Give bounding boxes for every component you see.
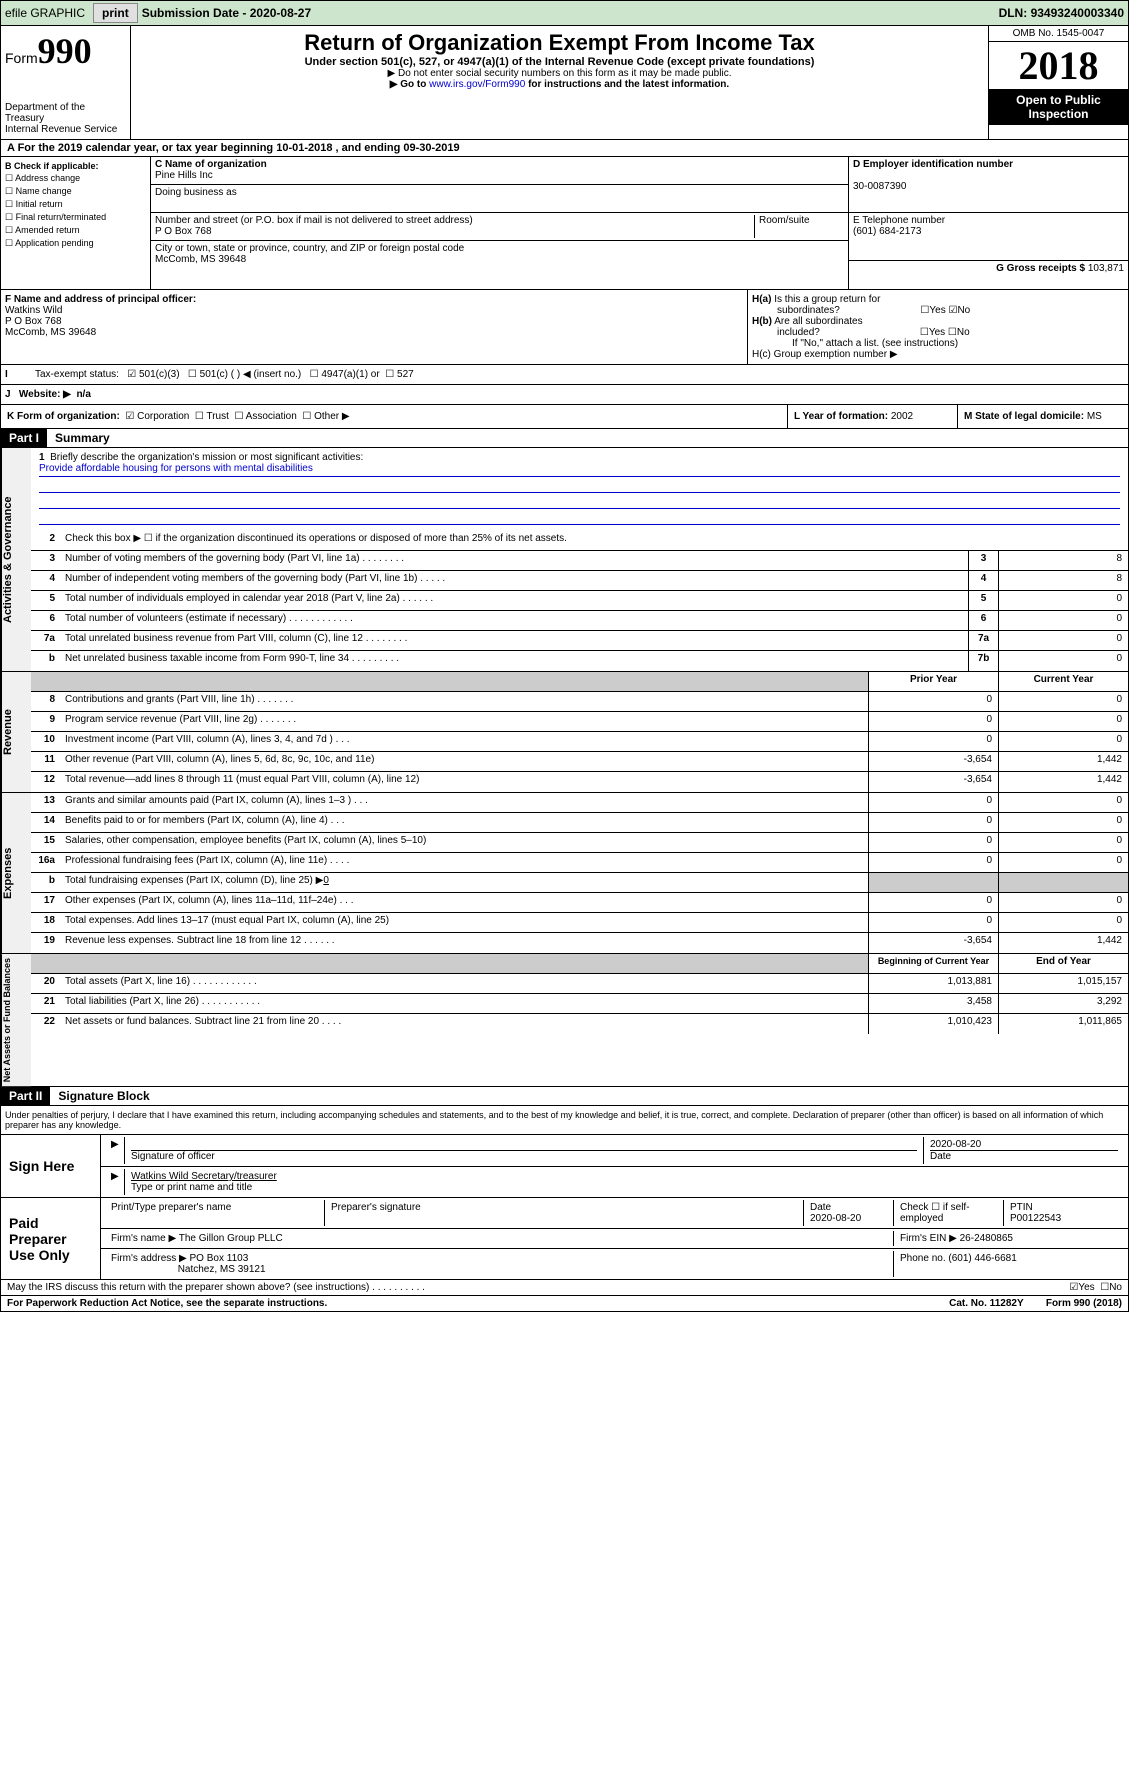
box-k-l-m: K Form of organization: ☑ Corporation ☐ …: [0, 405, 1129, 429]
block-f-h: F Name and address of principal officer:…: [0, 290, 1129, 365]
line-7a-value: 0: [998, 631, 1128, 650]
line-12-curr: 1,442: [998, 772, 1128, 792]
line-8-curr: 0: [998, 692, 1128, 711]
line-17-curr: 0: [998, 893, 1128, 912]
expenses-section: Expenses 13Grants and similar amounts pa…: [0, 793, 1129, 954]
org-name: Pine Hills Inc: [155, 170, 213, 181]
box-j: J Website: ▶ n/a: [0, 385, 1129, 405]
line-10-prior: 0: [868, 732, 998, 751]
line-9-curr: 0: [998, 712, 1128, 731]
line-19-curr: 1,442: [998, 933, 1128, 953]
ptin: P00122543: [1010, 1213, 1061, 1224]
irs-link[interactable]: www.irs.gov/Form990: [429, 79, 525, 90]
line-8-prior: 0: [868, 692, 998, 711]
firm-ein: 26-2480865: [960, 1233, 1013, 1244]
irs: Internal Revenue Service: [5, 124, 126, 135]
line-11-curr: 1,442: [998, 752, 1128, 771]
signature-block: Sign Here ▶Signature of officer2020-08-2…: [0, 1135, 1129, 1280]
gross-receipts: 103,871: [1088, 263, 1124, 274]
year-formation: 2002: [891, 411, 913, 422]
net-assets-section: Net Assets or Fund Balances Beginning of…: [0, 954, 1129, 1087]
org-city: McComb, MS 39648: [155, 254, 246, 265]
box-d-e-g: D Employer identification number30-00873…: [848, 157, 1128, 289]
firm-name: The Gillon Group PLLC: [179, 1233, 283, 1244]
line-15-prior: 0: [868, 833, 998, 852]
line-14-curr: 0: [998, 813, 1128, 832]
line-13-curr: 0: [998, 793, 1128, 812]
line-18-curr: 0: [998, 913, 1128, 932]
line-21-beg: 3,458: [868, 994, 998, 1013]
part-2-header: Part IISignature Block: [0, 1087, 1129, 1106]
line-15-curr: 0: [998, 833, 1128, 852]
line-19-prior: -3,654: [868, 933, 998, 953]
officer-name: Watkins Wild Secretary/treasurer: [131, 1171, 277, 1182]
telephone: (601) 684-2173: [853, 226, 921, 237]
prep-date: 2020-08-20: [810, 1213, 861, 1224]
box-i: I Tax-exempt status: ☑ 501(c)(3) ☐ 501(c…: [0, 365, 1129, 385]
submission-label: Submission Date - 2020-08-27: [142, 6, 311, 20]
box-f: F Name and address of principal officer:…: [1, 290, 748, 364]
line-20-end: 1,015,157: [998, 974, 1128, 993]
cat-no: Cat. No. 11282Y: [949, 1298, 1023, 1309]
line-11-prior: -3,654: [868, 752, 998, 771]
mission-text: Provide affordable housing for persons w…: [39, 463, 1120, 477]
subtitle-1: Under section 501(c), 527, or 4947(a)(1)…: [135, 56, 984, 68]
revenue-section: Revenue Prior YearCurrent Year 8Contribu…: [0, 672, 1129, 793]
line-13-prior: 0: [868, 793, 998, 812]
form-header: Form990 Department of the Treasury Inter…: [0, 26, 1129, 140]
line-17-prior: 0: [868, 893, 998, 912]
line-16a-prior: 0: [868, 853, 998, 872]
dln: DLN: 93493240003340: [999, 6, 1124, 20]
box-c: C Name of organizationPine Hills Inc Doi…: [151, 157, 848, 289]
line-14-prior: 0: [868, 813, 998, 832]
form-title: Return of Organization Exempt From Incom…: [135, 30, 984, 56]
line-22-end: 1,011,865: [998, 1014, 1128, 1034]
tax-period: A For the 2019 calendar year, or tax yea…: [0, 140, 1129, 157]
line-22-beg: 1,010,423: [868, 1014, 998, 1034]
subtitle-3: ▶ Go to www.irs.gov/Form990 for instruct…: [135, 79, 984, 90]
form-number: Form990: [5, 30, 126, 72]
line-12-prior: -3,654: [868, 772, 998, 792]
perjury-statement: Under penalties of perjury, I declare th…: [0, 1106, 1129, 1135]
line-5-value: 0: [998, 591, 1128, 610]
subtitle-2: ▶ Do not enter social security numbers o…: [135, 68, 984, 79]
line-21-end: 3,292: [998, 994, 1128, 1013]
part-1-header: Part ISummary: [0, 429, 1129, 448]
activities-governance: Activities & Governance 1 Briefly descri…: [0, 448, 1129, 672]
firm-addr: PO Box 1103: [190, 1253, 249, 1264]
state-domicile: MS: [1087, 411, 1102, 422]
line-4-value: 8: [998, 571, 1128, 590]
ein: 30-0087390: [853, 181, 906, 192]
box-b: B Check if applicable: ☐ Address change …: [1, 157, 151, 289]
line-7b-value: 0: [998, 651, 1128, 671]
footer-row: For Paperwork Reduction Act Notice, see …: [0, 1296, 1129, 1312]
open-public: Open to PublicInspection: [989, 89, 1128, 125]
top-bar: efile GRAPHIC print Submission Date - 20…: [0, 0, 1129, 26]
box-h: H(a) Is this a group return for subordin…: [748, 290, 1128, 364]
line-9-prior: 0: [868, 712, 998, 731]
firm-phone: (601) 446-6681: [948, 1253, 1016, 1264]
block-b-c-d: B Check if applicable: ☐ Address change …: [0, 157, 1129, 290]
line-18-prior: 0: [868, 913, 998, 932]
dept-treasury: Department of the Treasury: [5, 102, 126, 124]
print-button[interactable]: print: [93, 3, 138, 23]
sign-date: 2020-08-20: [930, 1139, 981, 1150]
tax-year: 2018: [989, 42, 1128, 89]
line-10-curr: 0: [998, 732, 1128, 751]
omb-number: OMB No. 1545-0047: [989, 26, 1128, 42]
line-6-value: 0: [998, 611, 1128, 630]
org-address: P O Box 768: [155, 226, 212, 237]
website-value: n/a: [76, 389, 90, 400]
efile-label: efile GRAPHIC: [5, 6, 85, 20]
line-20-beg: 1,013,881: [868, 974, 998, 993]
discuss-row: May the IRS discuss this return with the…: [0, 1280, 1129, 1296]
line-3-value: 8: [998, 551, 1128, 570]
line-16a-curr: 0: [998, 853, 1128, 872]
